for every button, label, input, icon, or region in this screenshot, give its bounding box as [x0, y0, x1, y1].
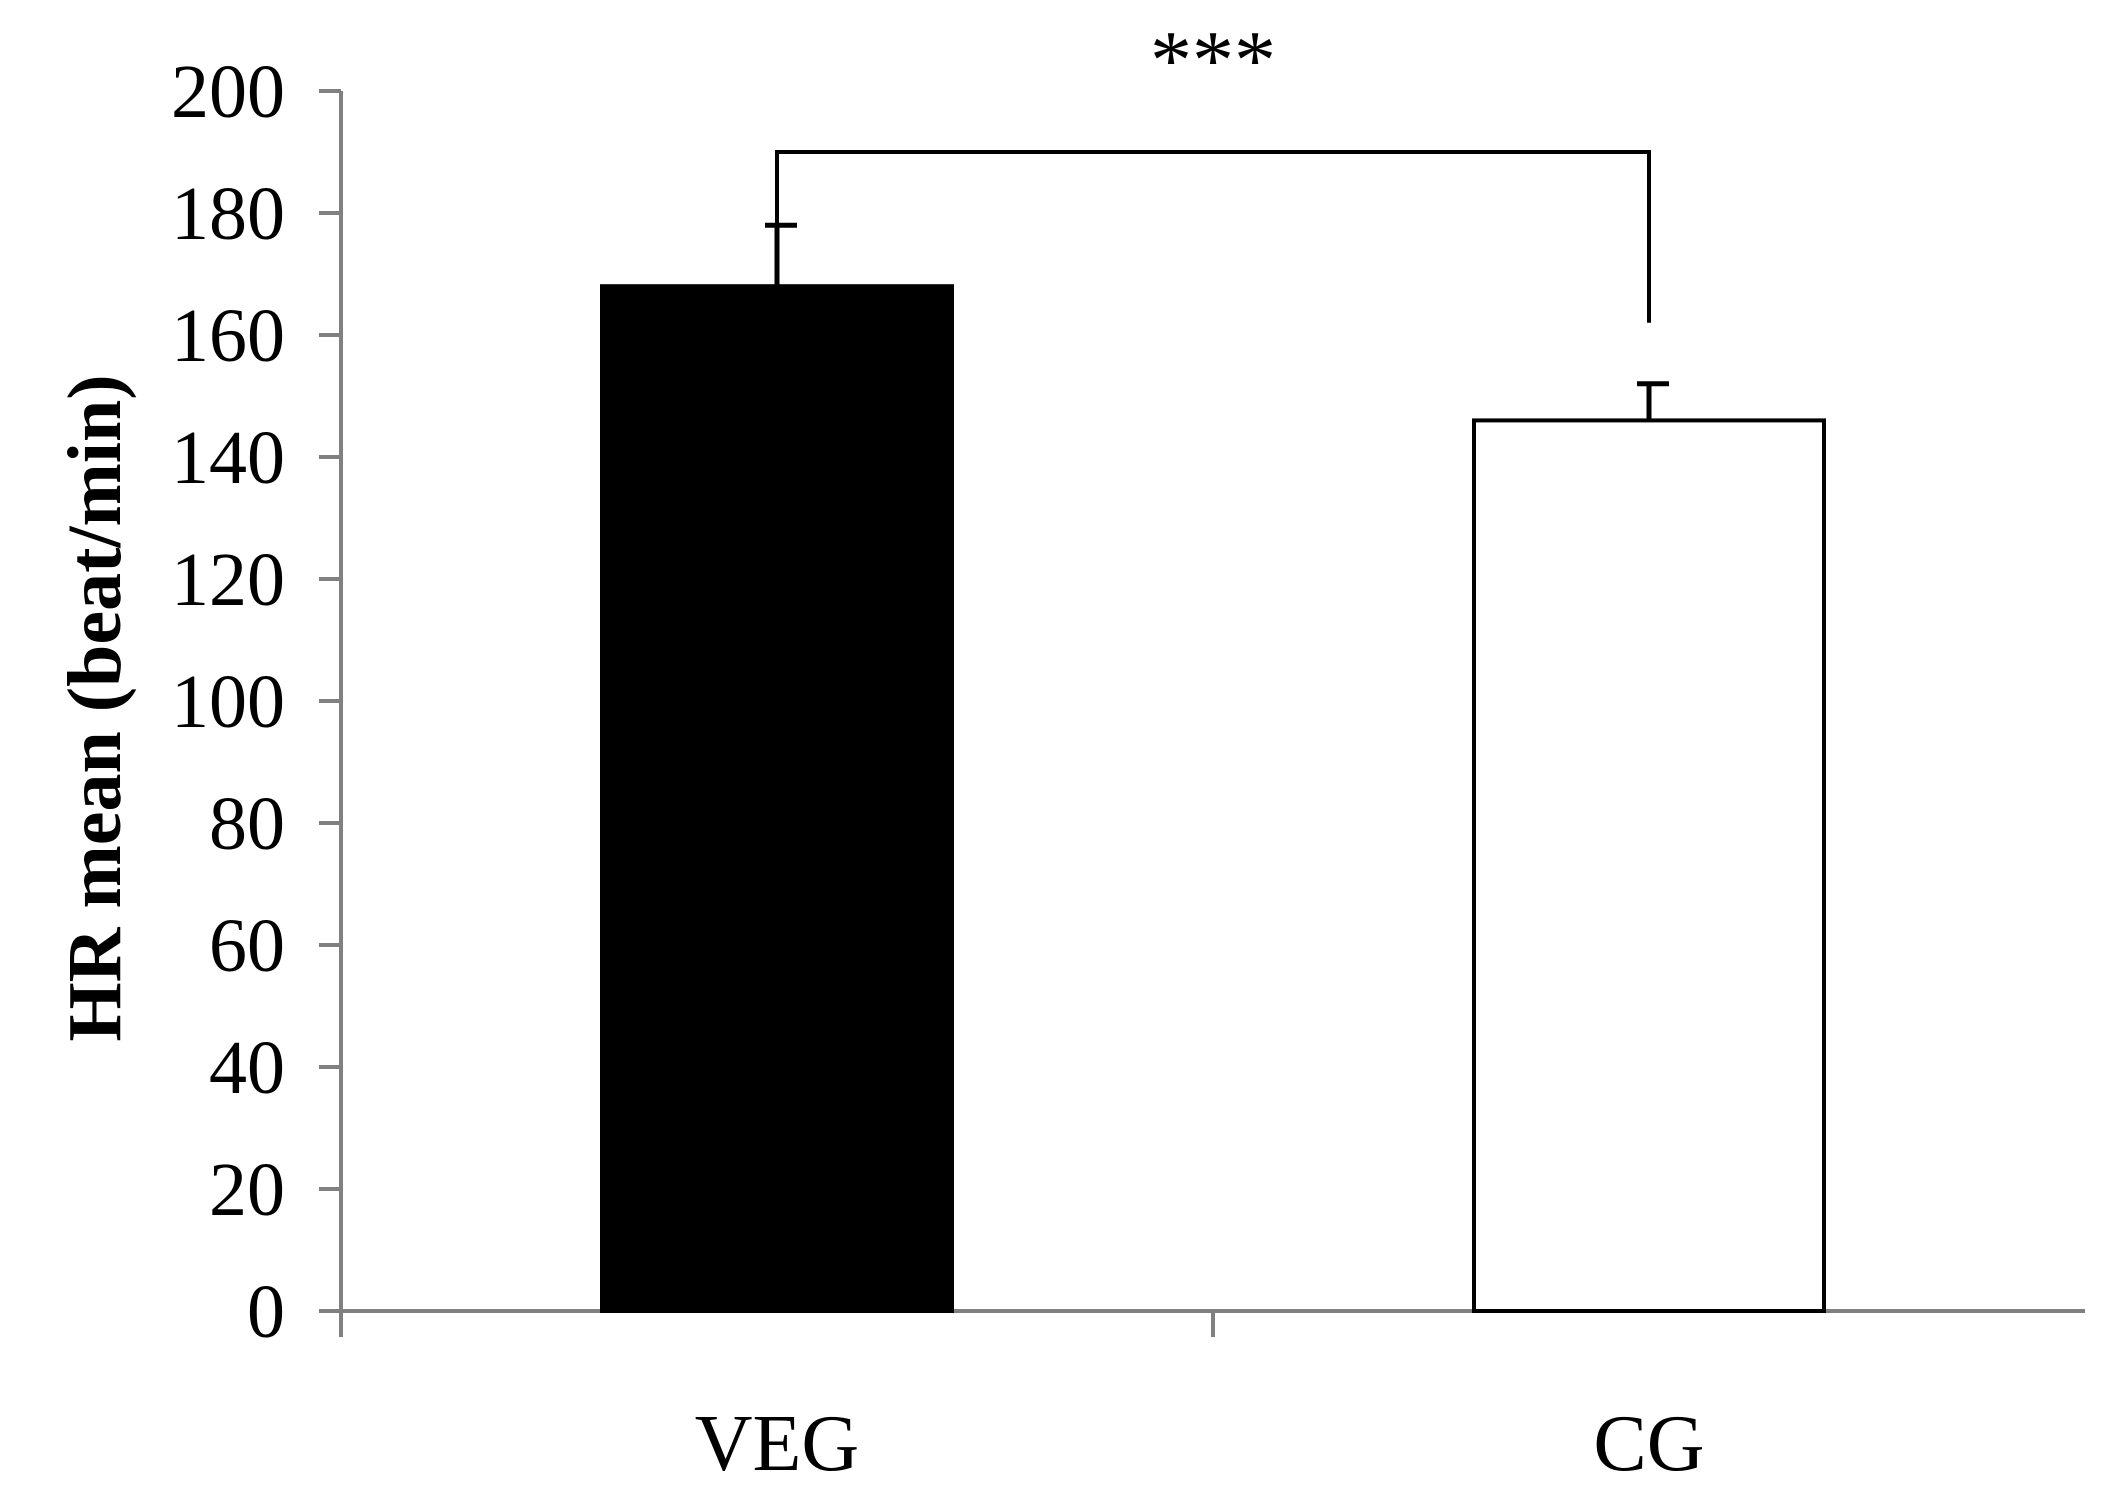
y-tick-label: 120 — [171, 538, 285, 622]
x-tick-label-veg: VEG — [695, 1400, 859, 1488]
y-tick-label: 20 — [209, 1148, 285, 1232]
y-tick-label: 80 — [209, 782, 285, 866]
y-tick-label: 40 — [209, 1026, 285, 1110]
significance-label: *** — [1150, 14, 1276, 107]
y-tick-label: 160 — [171, 294, 285, 378]
significance-line — [775, 150, 1651, 323]
y-axis-title: HR mean (beat/min) — [53, 374, 137, 1041]
y-tick-label: 200 — [171, 50, 285, 134]
bar-cg — [1472, 418, 1826, 1313]
y-tick-label: 180 — [171, 172, 285, 256]
significance-bracket: *** — [775, 14, 1651, 323]
error-bars — [765, 222, 1669, 421]
bar-veg — [600, 284, 954, 1314]
bars — [600, 284, 1826, 1314]
y-tick-label: 60 — [209, 904, 285, 988]
y-tick-label: 140 — [171, 416, 285, 500]
labels: 0 20 40 60 80 100 120 140 160 180 200 VEG CG — [171, 50, 1705, 1488]
x-tick-label-cg: CG — [1593, 1400, 1704, 1488]
y-tick-label: 0 — [247, 1270, 285, 1354]
y-tick-label: 100 — [171, 660, 285, 744]
